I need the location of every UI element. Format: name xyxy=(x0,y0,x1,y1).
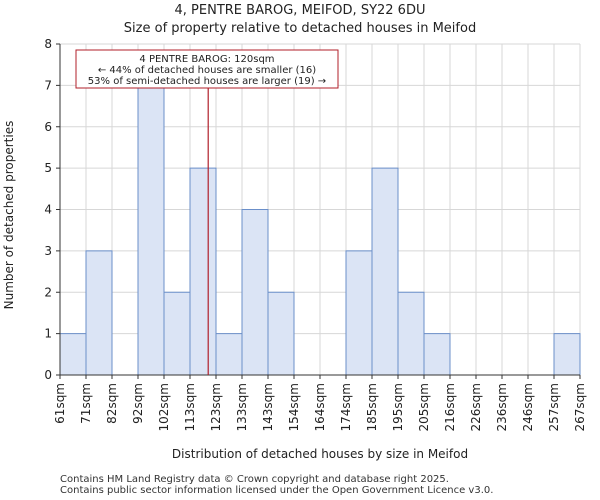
x-tick-label: 164sqm xyxy=(313,383,327,431)
y-tick-label: 1 xyxy=(44,327,52,341)
y-tick-label: 6 xyxy=(44,120,52,134)
x-tick-label: 257sqm xyxy=(547,383,561,431)
x-tick-label: 185sqm xyxy=(365,383,379,431)
x-tick-label: 216sqm xyxy=(443,383,457,431)
chart-subtitle: Size of property relative to detached ho… xyxy=(123,21,477,36)
histogram-bar xyxy=(371,167,399,376)
y-tick-label: 0 xyxy=(44,368,52,382)
footer-line-1: Contains HM Land Registry data © Crown c… xyxy=(60,474,449,485)
y-tick-label: 2 xyxy=(44,285,52,299)
x-tick-label: 226sqm xyxy=(469,383,483,431)
x-tick-label: 174sqm xyxy=(339,383,353,431)
x-tick-label: 236sqm xyxy=(495,383,509,431)
histogram-bar xyxy=(215,333,243,376)
histogram-bar xyxy=(85,250,113,376)
x-tick-label: 205sqm xyxy=(417,383,431,431)
histogram-bar xyxy=(163,291,191,376)
y-axis-label: Number of detached properties xyxy=(2,121,16,310)
y-tick-label: 4 xyxy=(44,203,52,217)
annotation-box xyxy=(75,49,339,89)
x-tick-label: 82sqm xyxy=(105,383,119,424)
axis-layer: 0 1 2 3 4 5 6 7 8 61sqm 71sqm 82sqm 92sqm 102sqm 113sq… xyxy=(44,37,587,431)
annotation-line-2: ← 44% of detached houses are smaller (16… xyxy=(98,65,316,76)
histogram-bar xyxy=(137,84,165,376)
annotation-line-3: 53% of semi-detached houses are larger (… xyxy=(88,76,326,87)
histogram-bar xyxy=(397,291,425,376)
x-tick-label: 71sqm xyxy=(79,383,93,424)
x-tick-label: 102sqm xyxy=(157,383,171,431)
histogram-bar xyxy=(423,333,451,376)
annotation-line-1: 4 PENTRE BAROG: 120sqm xyxy=(139,54,274,65)
bar-layer xyxy=(59,84,581,376)
x-tick-label: 61sqm xyxy=(53,383,67,424)
histogram-bar xyxy=(345,250,373,376)
x-tick-label: 246sqm xyxy=(521,383,535,431)
histogram-bar xyxy=(267,291,295,376)
y-tick-label: 5 xyxy=(44,161,52,175)
footer-line-2: Contains public sector information licen… xyxy=(60,485,494,496)
x-tick-label: 133sqm xyxy=(235,383,249,431)
x-tick-label: 267sqm xyxy=(573,383,587,431)
x-tick-label: 195sqm xyxy=(391,383,405,431)
histogram-bar xyxy=(59,333,87,376)
y-tick-label: 7 xyxy=(44,78,52,92)
x-tick-label: 113sqm xyxy=(183,383,197,431)
chart-title: 4, PENTRE BAROG, MEIFOD, SY22 6DU xyxy=(174,3,426,18)
x-tick-label: 154sqm xyxy=(287,383,301,431)
histogram-bar xyxy=(553,333,581,376)
histogram-bar xyxy=(241,209,269,376)
x-tick-label: 143sqm xyxy=(261,383,275,431)
y-tick-label: 8 xyxy=(44,37,52,51)
y-tick-label: 3 xyxy=(44,244,52,258)
annotation-layer: 4 PENTRE BAROG: 120sqm ← 44% of detached… xyxy=(75,49,339,89)
histogram-bar xyxy=(189,167,217,376)
x-axis-label: Distribution of detached houses by size … xyxy=(172,447,468,461)
histogram-svg: 0 1 2 3 4 5 6 7 8 61sqm 71sqm 82sqm 92sqm 102sqm 113sq… xyxy=(2,37,587,461)
x-tick-label: 92sqm xyxy=(131,383,145,424)
x-tick-label: 123sqm xyxy=(209,383,223,431)
